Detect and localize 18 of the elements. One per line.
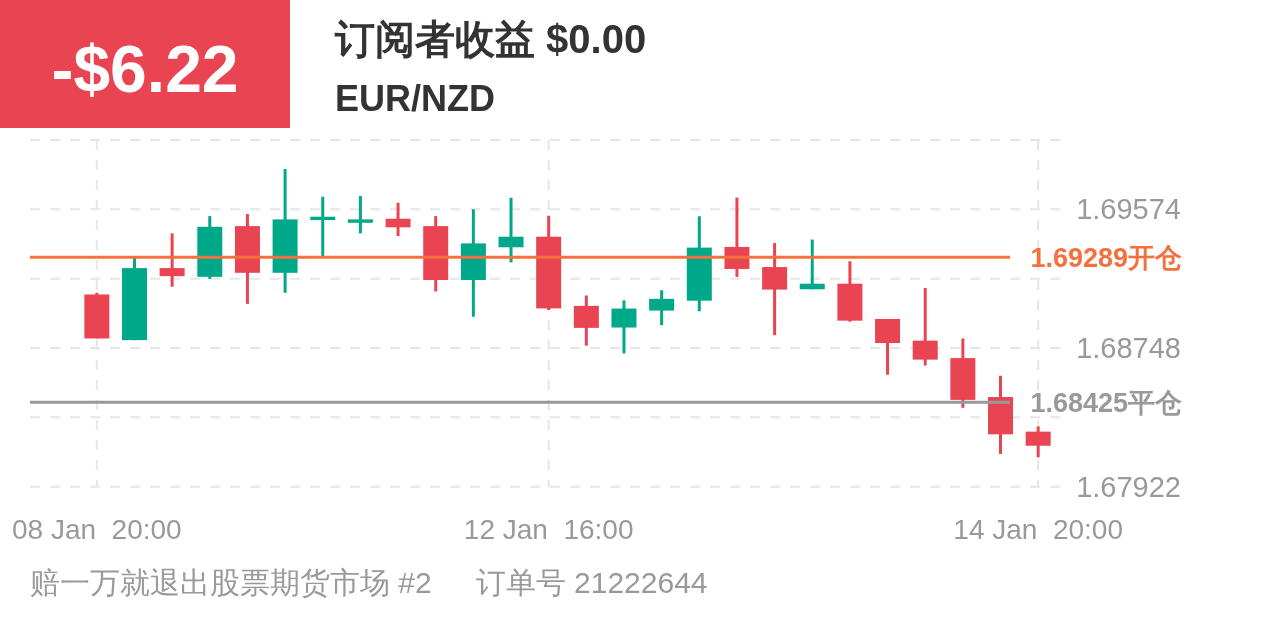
chart-title: 订阅者收益 $0.00 (334, 17, 647, 61)
x-tick-label: 14 Jan 20:00 (953, 514, 1124, 545)
text: 订单号 21222644 (475, 566, 708, 599)
chart-subtitle: EUR/NZD (335, 78, 495, 119)
candlestick (159, 233, 185, 287)
ref-line-label: 1.68425平仓 (1030, 388, 1182, 419)
y-tick-label: 1.69574 (1076, 193, 1181, 226)
candlestick (498, 196, 524, 263)
y-tick-label: 1.67922 (1076, 470, 1181, 503)
x-tick-label: 12 Jan 16:00 (463, 514, 634, 545)
candlestick (799, 239, 825, 290)
text: -$6.22 (51, 32, 239, 106)
candlestick (347, 196, 373, 234)
x-tick-label: 08 Jan 20:00 (11, 514, 182, 545)
ref-line-label: 1.69289开仓 (1030, 243, 1182, 274)
y-tick-label: 1.68748 (1076, 332, 1181, 365)
candlestick (385, 201, 411, 238)
text: 赔一万就退出股票期货市场 #2 (30, 566, 432, 599)
